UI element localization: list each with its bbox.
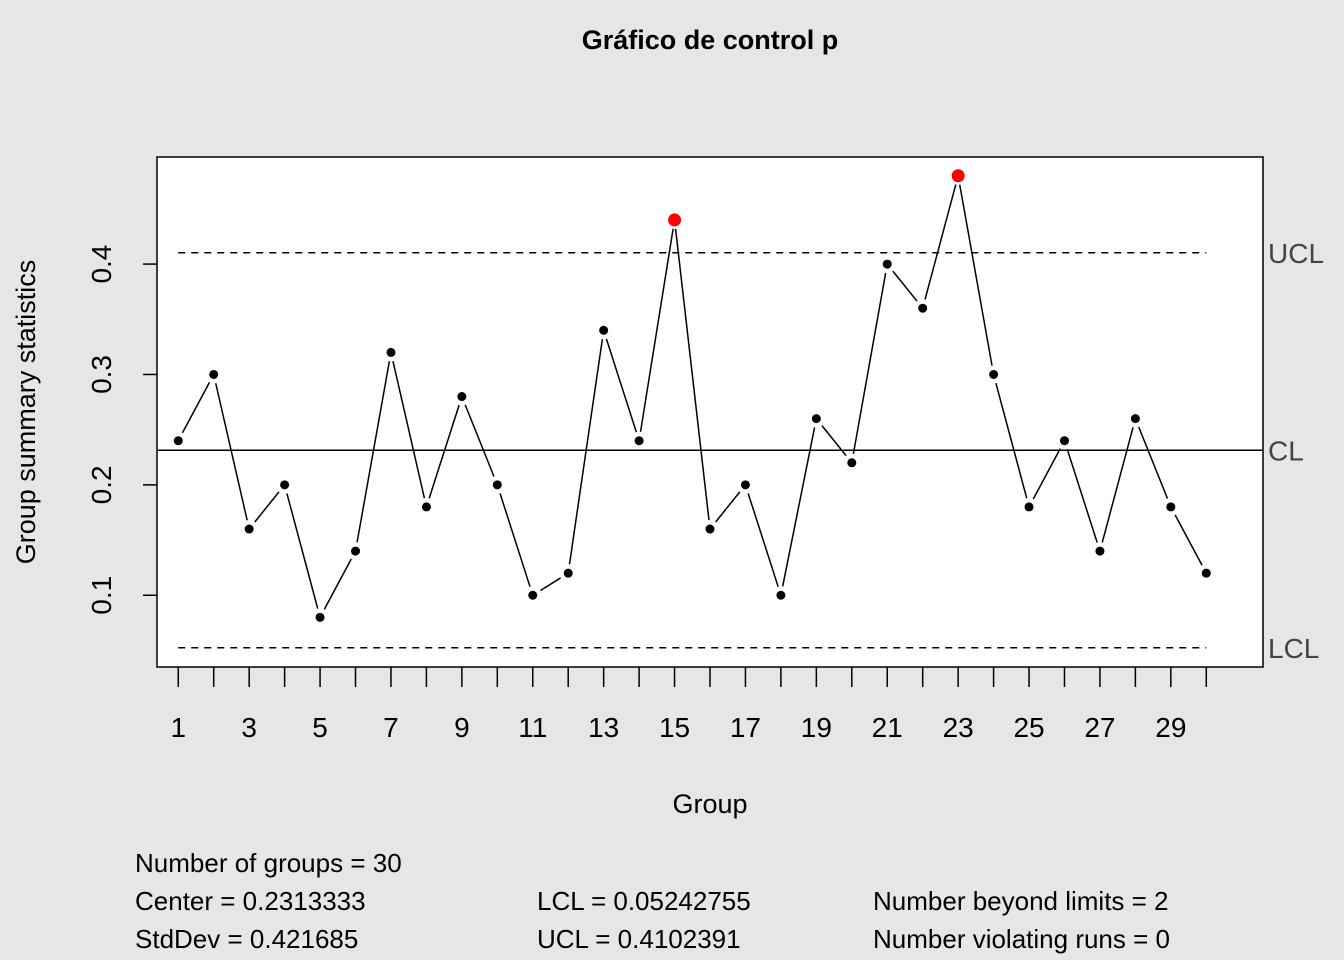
series-segment xyxy=(181,382,211,434)
lcl-label: LCL xyxy=(1268,633,1319,664)
data-point xyxy=(882,259,892,269)
series-segment xyxy=(1066,449,1098,543)
plot-area xyxy=(156,156,1264,668)
x-tick-label: 7 xyxy=(383,712,399,743)
series-segment xyxy=(539,577,561,592)
y-axis-label: Group summary statistics xyxy=(11,260,41,565)
data-point xyxy=(315,612,325,622)
series-segment xyxy=(323,558,352,610)
data-point xyxy=(1024,502,1034,512)
data-point xyxy=(1095,546,1105,556)
data-point xyxy=(244,524,254,534)
data-point xyxy=(457,392,467,402)
y-axis: 0.1 0.2 0.3 0.4 xyxy=(86,245,157,615)
data-point xyxy=(776,590,786,600)
data-point-beyond-limits xyxy=(668,213,682,227)
series-segment xyxy=(286,493,319,609)
series-segment xyxy=(924,184,957,300)
series-segment xyxy=(1101,427,1134,543)
x-tick-label: 19 xyxy=(801,712,832,743)
x-axis-label: Group xyxy=(672,789,747,819)
data-point xyxy=(209,369,219,379)
series-segment xyxy=(464,404,495,477)
data-point xyxy=(563,568,573,578)
stats-center: Center = 0.2313333 xyxy=(135,886,366,916)
x-tick-label: 25 xyxy=(1013,712,1044,743)
series-segment xyxy=(568,339,604,565)
series-segment xyxy=(715,491,741,523)
series-segment xyxy=(356,361,391,543)
data-point xyxy=(634,436,644,446)
x-tick-label: 27 xyxy=(1084,712,1115,743)
y-tick-label: 0.4 xyxy=(86,245,117,284)
stats-violating-runs: Number violating runs = 0 xyxy=(873,924,1170,954)
series-segment xyxy=(1138,426,1169,499)
x-tick-label: 29 xyxy=(1155,712,1186,743)
series-segment xyxy=(958,184,993,366)
data-point xyxy=(1201,568,1211,578)
data-point xyxy=(811,414,821,424)
data-point xyxy=(351,546,361,556)
chart-title: Gráfico de control p xyxy=(582,25,839,55)
data-point-beyond-limits xyxy=(951,169,965,183)
data-point xyxy=(280,480,290,490)
limit-lines xyxy=(157,252,1263,649)
x-tick-label: 3 xyxy=(241,712,257,743)
data-point xyxy=(492,480,502,490)
series-segment xyxy=(1032,448,1061,500)
series-segment xyxy=(428,404,460,499)
data-point xyxy=(1166,502,1176,512)
data-point xyxy=(847,458,857,468)
series-segment xyxy=(499,493,531,587)
series-segment xyxy=(821,425,847,457)
series-segment xyxy=(214,383,248,521)
x-tick-label: 1 xyxy=(170,712,186,743)
series-segment xyxy=(639,228,674,432)
data-point xyxy=(173,436,183,446)
data-point xyxy=(918,303,928,313)
x-tick-label: 21 xyxy=(872,712,903,743)
series-segment xyxy=(852,272,887,455)
data-point xyxy=(740,480,750,490)
y-tick-label: 0.2 xyxy=(86,465,117,504)
series-segment xyxy=(747,493,779,587)
stats-lcl: LCL = 0.05242755 xyxy=(537,886,751,916)
x-tick-label: 5 xyxy=(312,712,328,743)
data-point xyxy=(1130,414,1140,424)
y-tick-label: 0.1 xyxy=(86,576,117,615)
data-point xyxy=(421,502,431,512)
series-segment xyxy=(995,382,1028,499)
x-tick-label: 11 xyxy=(518,712,547,743)
data-point xyxy=(1059,436,1069,446)
y-tick-label: 0.3 xyxy=(86,355,117,394)
x-tick-label: 17 xyxy=(730,712,761,743)
data-point xyxy=(599,325,609,335)
ucl-label: UCL xyxy=(1268,238,1324,269)
data-point xyxy=(705,524,715,534)
stats-ucl: UCL = 0.4102391 xyxy=(537,924,741,954)
x-tick-label: 23 xyxy=(943,712,974,743)
series-segment xyxy=(1174,514,1203,566)
stats-beyond-limits: Number beyond limits = 2 xyxy=(873,886,1169,916)
stats-groups: Number of groups = 30 xyxy=(135,848,402,878)
series-segment xyxy=(392,360,426,499)
cl-label: CL xyxy=(1268,435,1304,466)
x-tick-label: 15 xyxy=(659,712,690,743)
data-point xyxy=(989,369,999,379)
series-segment xyxy=(781,427,816,587)
x-tick-label: 13 xyxy=(588,712,619,743)
summary-stats: Number of groups = 30 Center = 0.2313333… xyxy=(135,848,1170,954)
stats-stddev: StdDev = 0.421685 xyxy=(135,924,358,954)
series-segment xyxy=(674,228,710,521)
series-segment xyxy=(254,491,280,523)
data-series xyxy=(173,169,1211,622)
series-segment xyxy=(605,338,638,433)
x-tick-label: 9 xyxy=(454,712,470,743)
data-point xyxy=(528,590,538,600)
x-axis: 1 3 5 7 9 11 13 15 17 19 21 23 25 27 29 xyxy=(170,667,1208,743)
series-segment xyxy=(892,270,918,302)
data-point xyxy=(386,347,396,357)
